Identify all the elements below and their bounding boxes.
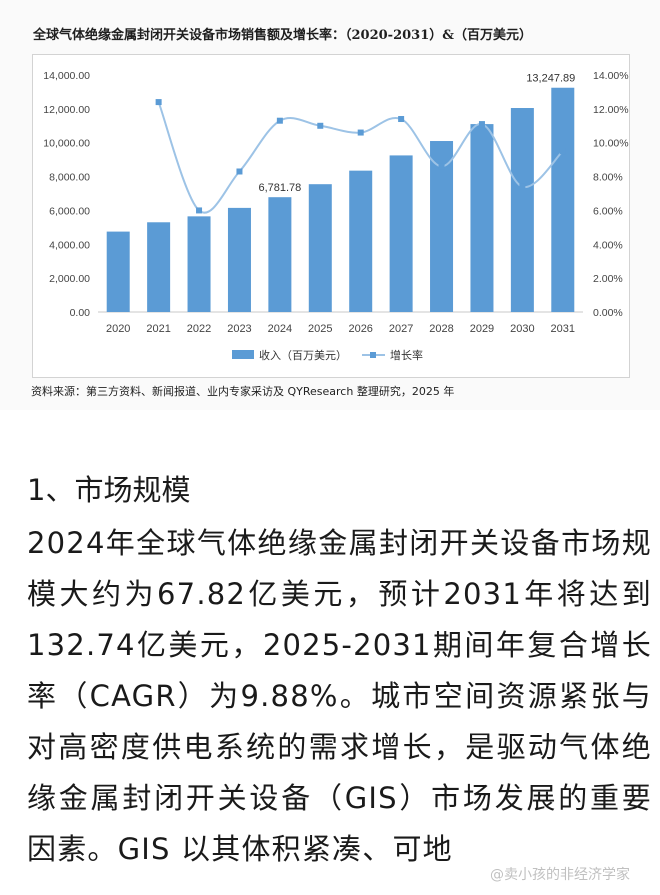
growth-rate-point bbox=[438, 163, 445, 170]
bar bbox=[187, 216, 211, 312]
chart-frame: 0.00 2,000.00 4,000.00 6,000.00 8,000.00 10,0… bbox=[32, 54, 630, 378]
x-axis-tick: 2021 bbox=[146, 323, 170, 335]
right-axis-tick: 4.00% bbox=[593, 239, 623, 251]
legend-bar-label: 收入（百万美元） bbox=[259, 348, 347, 362]
left-axis-tick: 14,000.00 bbox=[43, 70, 90, 82]
x-axis-tick: 2020 bbox=[106, 323, 130, 335]
x-axis-tick: 2024 bbox=[268, 323, 292, 335]
growth-rate-point bbox=[478, 121, 485, 128]
bar bbox=[308, 184, 332, 312]
bar bbox=[268, 197, 292, 312]
x-axis-tick: 2031 bbox=[551, 323, 575, 335]
x-axis-tick: 2028 bbox=[429, 323, 453, 335]
bar bbox=[106, 231, 130, 312]
left-axis-tick: 4,000.00 bbox=[49, 239, 90, 251]
legend-bar-swatch bbox=[232, 350, 254, 359]
bar bbox=[227, 207, 251, 312]
left-axis-tick: 6,000.00 bbox=[49, 205, 90, 217]
right-axis-tick: 2.00% bbox=[593, 273, 623, 285]
legend-line-marker bbox=[370, 352, 376, 358]
growth-rate-point bbox=[155, 99, 162, 106]
growth-rate-point bbox=[196, 207, 203, 214]
combo-chart: 0.00 2,000.00 4,000.00 6,000.00 8,000.00 10,0… bbox=[43, 70, 629, 362]
x-axis-tick: 2023 bbox=[227, 323, 251, 335]
bar bbox=[147, 222, 171, 312]
left-axis-tick: 8,000.00 bbox=[49, 172, 90, 184]
bar bbox=[551, 87, 575, 312]
growth-rate-point bbox=[276, 117, 283, 124]
right-axis-tick: 0.00% bbox=[593, 307, 623, 319]
left-axis-tick: 12,000.00 bbox=[43, 104, 90, 116]
growth-rate-point bbox=[519, 183, 526, 190]
data-label: 6,781.78 bbox=[258, 182, 301, 194]
right-axis-tick: 6.00% bbox=[593, 205, 623, 217]
right-axis-tick: 10.00% bbox=[593, 138, 629, 150]
x-axis-tick: 2027 bbox=[389, 323, 413, 335]
x-axis-tick: 2029 bbox=[470, 323, 494, 335]
section-heading: 1、市场规模 bbox=[27, 473, 191, 507]
chart-title: 全球气体绝缘金属封闭开关设备市场销售额及增长率：（2020-2031）&（百万美… bbox=[33, 28, 532, 43]
bar bbox=[510, 108, 534, 312]
legend-line-label: 增长率 bbox=[390, 348, 423, 362]
growth-rate-point bbox=[317, 122, 324, 129]
data-label: 13,247.89 bbox=[526, 73, 575, 85]
left-axis-tick: 10,000.00 bbox=[43, 138, 90, 150]
growth-rate-point bbox=[236, 168, 243, 175]
growth-rate-point bbox=[559, 148, 566, 155]
x-axis-tick: 2025 bbox=[308, 323, 332, 335]
right-axis-tick: 14.00% bbox=[593, 70, 629, 82]
source-note: 资料来源：第三方资料、新闻报道、业内专家采访及 QYResearch 整理研究，… bbox=[31, 385, 455, 398]
x-axis-tick: 2030 bbox=[510, 323, 534, 335]
chart-panel: 全球气体绝缘金属封闭开关设备市场销售额及增长率：（2020-2031）&（百万美… bbox=[0, 0, 660, 410]
x-axis-tick: 2026 bbox=[348, 323, 372, 335]
growth-rate-point bbox=[357, 129, 364, 136]
right-axis-tick: 8.00% bbox=[593, 172, 623, 184]
right-axis-tick: 12.00% bbox=[593, 104, 629, 116]
bar bbox=[389, 155, 413, 312]
x-axis-tick: 2022 bbox=[187, 323, 211, 335]
left-axis-tick: 2,000.00 bbox=[49, 273, 90, 285]
bar bbox=[430, 141, 454, 312]
growth-rate-point bbox=[398, 116, 405, 123]
bar bbox=[470, 124, 494, 312]
left-axis-tick: 0.00 bbox=[70, 307, 91, 319]
bar bbox=[349, 170, 373, 312]
footer-watermark: @卖小孩的非经济学家 bbox=[490, 867, 630, 883]
body-paragraph: 2024年全球气体绝缘金属封闭开关设备市场规模大约为67.82亿美元，预计203… bbox=[27, 526, 652, 866]
